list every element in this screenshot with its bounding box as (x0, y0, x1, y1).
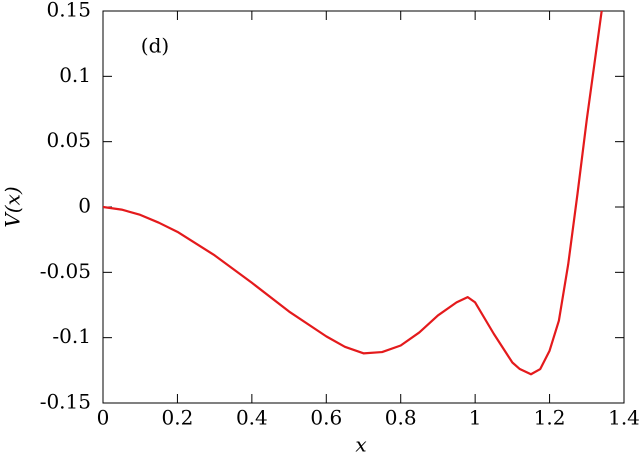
annotation: (d) (141, 34, 169, 58)
x-tick-label: 0.2 (162, 406, 194, 430)
plot-frame (102, 10, 625, 404)
y-tick-label: 0.1 (59, 63, 91, 87)
x-tick-label: 0.4 (236, 406, 268, 430)
x-tick-label: 1 (469, 406, 482, 430)
y-tick-label: -0.05 (40, 259, 91, 283)
y-axis-label: V(x) (1, 186, 25, 227)
x-tick-label: 1.4 (608, 406, 640, 430)
x-tick-label: 0.6 (310, 406, 342, 430)
x-tick-label: 1.2 (534, 406, 566, 430)
data-line (103, 11, 603, 376)
x-tick-label: 0 (97, 406, 110, 430)
y-tick-label: -0.15 (40, 390, 91, 414)
x-axis-label: x (355, 433, 366, 457)
y-tick-label: 0.15 (46, 0, 91, 22)
y-tick-label: 0 (78, 194, 91, 218)
y-tick-label: 0.05 (46, 128, 91, 152)
x-tick-label: 0.8 (385, 406, 417, 430)
y-tick-label: -0.1 (52, 324, 91, 348)
